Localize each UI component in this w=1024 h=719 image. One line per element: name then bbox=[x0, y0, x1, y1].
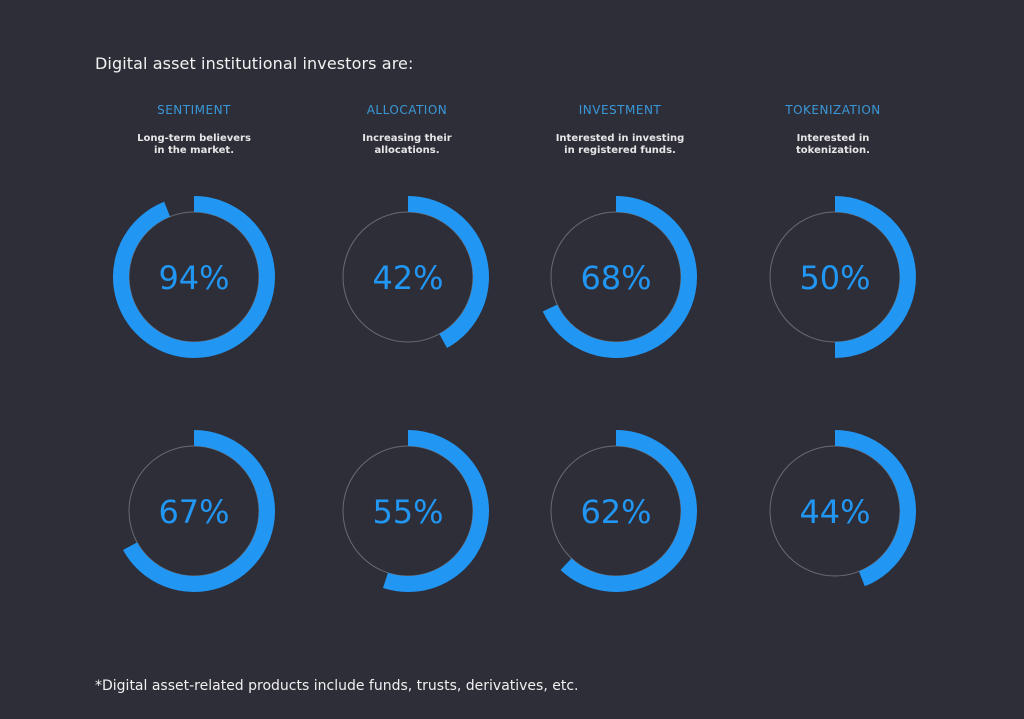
donut-arc bbox=[560, 430, 697, 592]
column-label: SENTIMENT bbox=[157, 103, 231, 117]
description-line: Interested in bbox=[796, 133, 870, 144]
percentage-label: 62% bbox=[580, 493, 651, 531]
donut-arc bbox=[834, 430, 916, 587]
donut-investment-row1: 68% bbox=[542, 196, 697, 358]
donut-allocation-row1: 42% bbox=[342, 196, 489, 348]
percentage-label: 50% bbox=[799, 259, 870, 297]
description-line: allocations. bbox=[374, 145, 440, 156]
donut-sentiment-row2: 67% bbox=[123, 430, 275, 592]
column-description: Increasing their allocations. bbox=[307, 133, 507, 157]
description-line: in the market. bbox=[153, 145, 235, 156]
description-line: tokenization. bbox=[796, 145, 870, 156]
description-line: Increasing their bbox=[362, 133, 452, 144]
donut-arc bbox=[382, 430, 489, 592]
page-title: Digital asset institutional investors ar… bbox=[95, 54, 414, 73]
description-line: Long-term believers bbox=[137, 133, 251, 144]
percentage-label: 42% bbox=[372, 259, 443, 297]
donut-sentiment-row1: 94% bbox=[113, 196, 275, 358]
donut-tokenization-row2: 44% bbox=[769, 430, 916, 587]
donut-arc bbox=[407, 196, 489, 348]
donut-arc bbox=[113, 196, 275, 358]
column-label: INVESTMENT bbox=[578, 103, 662, 117]
description-line: Interested in investing bbox=[555, 133, 685, 144]
percentage-label: 44% bbox=[799, 493, 870, 531]
donut-arc bbox=[542, 196, 697, 358]
donut-arc bbox=[123, 430, 275, 592]
column-label: ALLOCATION bbox=[366, 103, 448, 117]
column-description: Interested in tokenization. bbox=[733, 133, 933, 157]
description-line: in registered funds. bbox=[564, 145, 676, 156]
column-description: Long-term believers in the market. bbox=[94, 133, 294, 157]
donut-arc bbox=[834, 196, 916, 358]
footnote: *Digital asset-related products include … bbox=[95, 678, 579, 694]
column-description: Interested in investing in registered fu… bbox=[520, 133, 720, 157]
donut-investment-row2: 62% bbox=[550, 430, 697, 592]
percentage-label: 55% bbox=[372, 493, 443, 531]
donut-allocation-row2: 55% bbox=[342, 430, 489, 592]
column-label: TOKENIZATION bbox=[785, 103, 881, 117]
donut-tokenization-row1: 50% bbox=[769, 196, 916, 358]
percentage-label: 94% bbox=[158, 259, 229, 297]
percentage-label: 67% bbox=[158, 493, 229, 531]
percentage-label: 68% bbox=[580, 259, 651, 297]
